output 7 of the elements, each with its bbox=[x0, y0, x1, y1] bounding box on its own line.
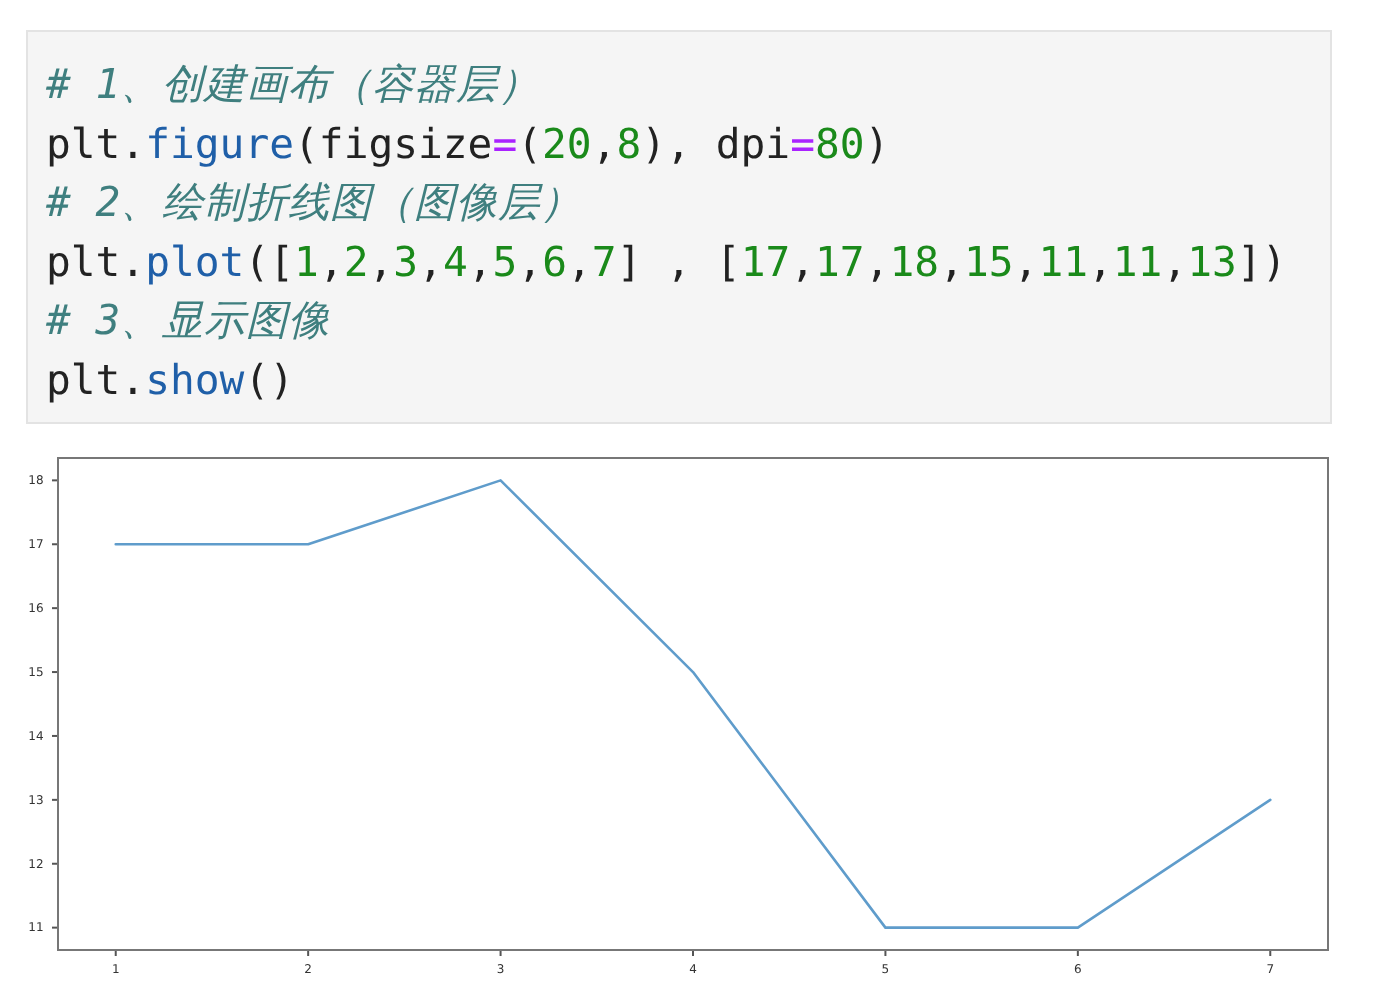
text: plt.plot([1,2,3,4,5,6,7] , [17,17,18,15,11,11,13]) bbox=[46, 237, 1287, 285]
text: # 2、绘制折线图（图像层） bbox=[46, 178, 583, 226]
text: plt.figure(figsize=(20,8), dpi=80) bbox=[46, 119, 890, 167]
text: # 3、显示图像 bbox=[46, 296, 331, 344]
line-series bbox=[114, 479, 1272, 929]
text: # 1、创建画布（容器层） bbox=[46, 60, 541, 108]
text: plt.show() bbox=[46, 355, 295, 403]
